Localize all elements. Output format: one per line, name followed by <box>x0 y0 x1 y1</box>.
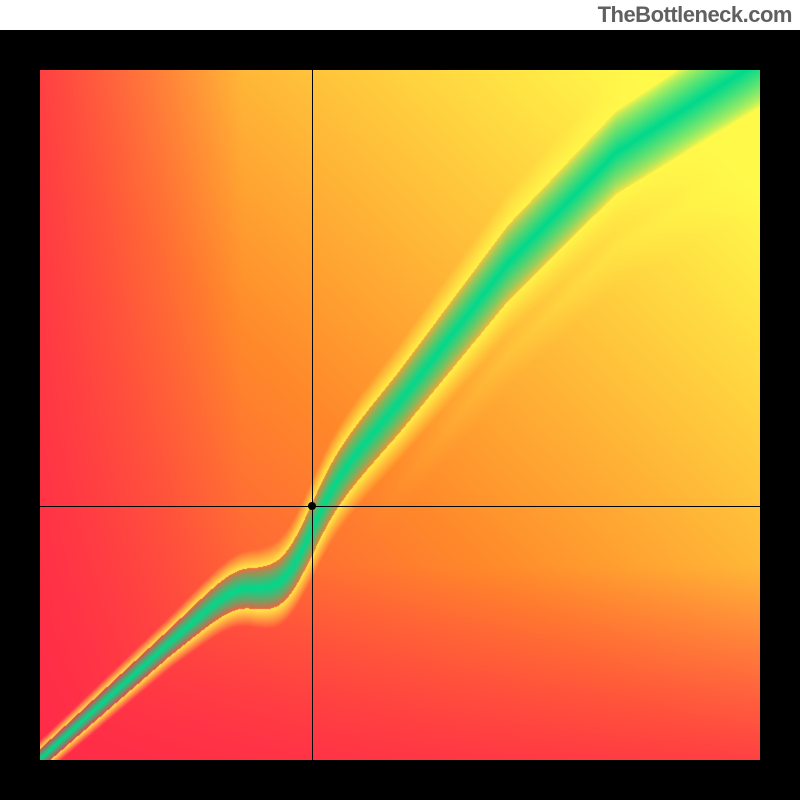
crosshair-vertical <box>312 70 313 760</box>
watermark-text: TheBottleneck.com <box>598 2 792 28</box>
chart-frame <box>0 30 800 800</box>
heatmap-canvas <box>40 70 760 760</box>
crosshair-marker <box>308 502 316 510</box>
crosshair-horizontal <box>40 506 760 507</box>
heatmap-plot <box>40 70 760 760</box>
